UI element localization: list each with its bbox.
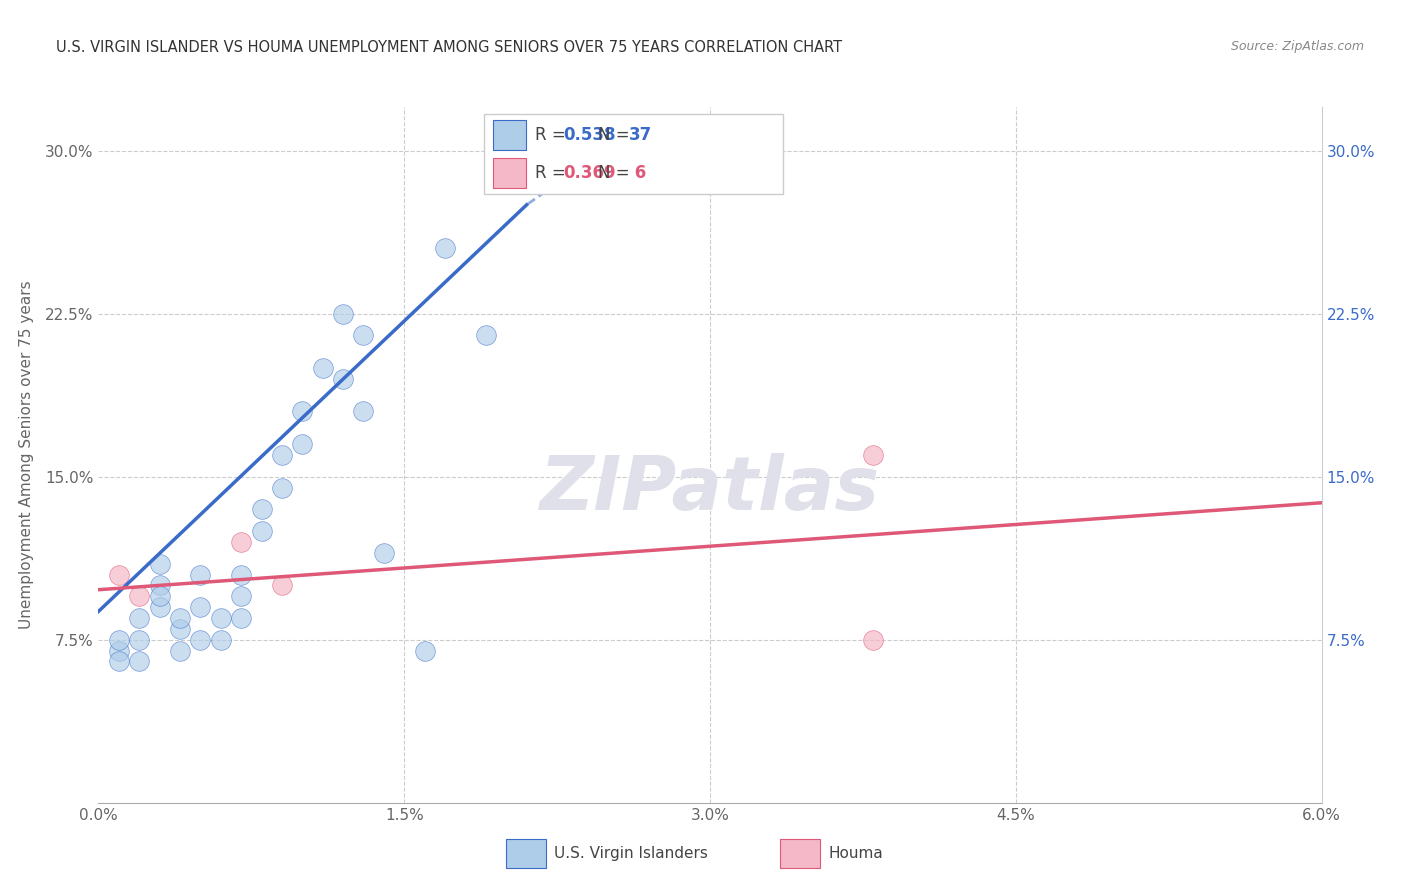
Point: [128, 611, 150, 625]
Text: 0.538: 0.538: [564, 126, 616, 144]
Point: [291, 437, 314, 451]
Point: [332, 307, 354, 321]
Point: [188, 600, 212, 615]
Point: [270, 481, 292, 495]
Text: U.S. VIRGIN ISLANDER VS HOUMA UNEMPLOYMENT AMONG SENIORS OVER 75 YEARS CORRELATI: U.S. VIRGIN ISLANDER VS HOUMA UNEMPLOYME…: [56, 40, 842, 55]
Text: N =: N =: [598, 126, 634, 144]
Point: [108, 655, 131, 669]
Point: [433, 241, 456, 255]
Point: [373, 546, 395, 560]
Point: [291, 404, 314, 418]
Point: [231, 567, 253, 582]
Point: [108, 567, 131, 582]
Point: [352, 328, 374, 343]
Point: [128, 655, 150, 669]
Point: [231, 611, 253, 625]
Point: [169, 622, 191, 636]
Point: [128, 589, 150, 603]
Text: 0.369: 0.369: [564, 164, 616, 182]
Point: [169, 611, 191, 625]
Point: [250, 502, 273, 516]
Point: [231, 589, 253, 603]
Text: U.S. Virgin Islanders: U.S. Virgin Islanders: [554, 847, 707, 861]
Y-axis label: Unemployment Among Seniors over 75 years: Unemployment Among Seniors over 75 years: [18, 281, 34, 629]
Point: [149, 557, 172, 571]
Point: [108, 643, 131, 657]
Point: [352, 404, 374, 418]
Point: [149, 600, 172, 615]
Point: [516, 154, 538, 169]
Text: R =: R =: [534, 126, 571, 144]
Point: [169, 643, 191, 657]
Point: [149, 589, 172, 603]
Text: 37: 37: [628, 126, 652, 144]
Point: [209, 632, 232, 647]
Point: [862, 632, 884, 647]
Point: [413, 643, 436, 657]
Point: [209, 611, 232, 625]
Text: Source: ZipAtlas.com: Source: ZipAtlas.com: [1230, 40, 1364, 54]
Point: [862, 448, 884, 462]
Point: [188, 632, 212, 647]
Point: [270, 448, 292, 462]
Point: [250, 524, 273, 538]
Point: [188, 567, 212, 582]
Point: [270, 578, 292, 592]
Point: [311, 360, 335, 375]
Text: R =: R =: [534, 164, 571, 182]
Point: [108, 632, 131, 647]
Point: [332, 372, 354, 386]
Point: [474, 328, 498, 343]
Point: [149, 578, 172, 592]
Point: [231, 535, 253, 549]
Text: N =: N =: [598, 164, 634, 182]
Text: 6: 6: [628, 164, 647, 182]
Point: [128, 632, 150, 647]
Text: Houma: Houma: [828, 847, 883, 861]
Text: ZIPatlas: ZIPatlas: [540, 453, 880, 526]
